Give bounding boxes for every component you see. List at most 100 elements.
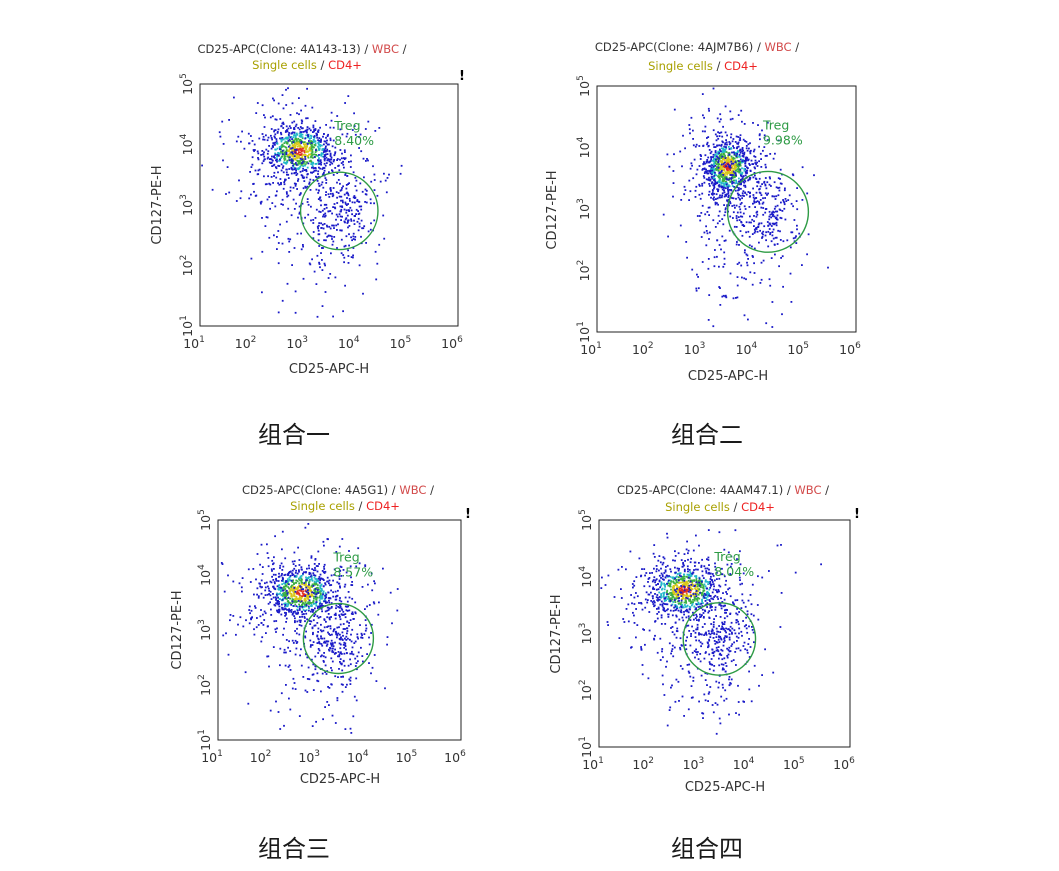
event-dot (331, 642, 334, 644)
event-dot (343, 613, 345, 616)
event-dot (688, 573, 691, 576)
event-dot (270, 176, 273, 178)
event-dot (322, 629, 325, 632)
event-dot (794, 236, 797, 239)
event-dot (722, 174, 725, 176)
event-dot (732, 145, 734, 147)
event-dot (732, 162, 735, 165)
event-dot (278, 610, 281, 612)
event-dot (694, 575, 696, 578)
event-dot (287, 207, 290, 210)
event-dot (711, 581, 714, 583)
event-dot (679, 648, 682, 651)
event-dot (318, 596, 321, 599)
event-dot (347, 262, 350, 264)
event-dot (751, 629, 754, 631)
event-dot (308, 609, 310, 612)
event-dot (299, 145, 301, 148)
event-dot (693, 561, 696, 564)
event-dot (307, 593, 310, 595)
event-dot (723, 204, 725, 206)
event-dot (761, 236, 764, 238)
event-dot (714, 594, 717, 597)
event-dot (344, 616, 347, 619)
event-dot (729, 272, 732, 275)
event-dot (301, 141, 304, 144)
event-dot (686, 594, 689, 597)
event-dot (269, 183, 272, 186)
event-dot (703, 176, 706, 179)
event-dot (272, 146, 274, 148)
event-dot (719, 154, 722, 157)
event-dot (702, 144, 705, 147)
event-dot (748, 221, 751, 224)
event-dot (282, 123, 285, 125)
event-dot (656, 608, 658, 610)
event-dot (676, 567, 679, 570)
event-dot (685, 608, 688, 611)
event-dot (300, 624, 303, 627)
event-dot (329, 273, 332, 275)
event-dot (720, 607, 723, 610)
event-dot (307, 589, 309, 591)
event-dot (324, 656, 327, 659)
event-dot (666, 153, 669, 156)
event-dot (667, 613, 669, 616)
event-dot (301, 578, 303, 581)
event-dot (724, 174, 727, 177)
event-dot (738, 163, 741, 166)
event-dot (676, 584, 678, 587)
event-dot (294, 590, 297, 593)
event-dot (762, 259, 765, 262)
event-dot (291, 600, 294, 603)
event-dot (327, 686, 329, 688)
event-dot (775, 218, 778, 221)
event-dot (273, 568, 275, 570)
event-dot (757, 181, 760, 184)
event-dot (290, 146, 293, 149)
event-dot (701, 182, 704, 185)
event-dot (323, 156, 325, 158)
event-dot (742, 149, 744, 152)
event-dot (276, 142, 279, 145)
event-dot (307, 602, 310, 605)
event-dot (727, 167, 730, 170)
event-dot (321, 223, 324, 226)
event-dot (801, 166, 804, 169)
event-dot (294, 154, 297, 156)
event-dot (712, 176, 715, 179)
event-dot (211, 188, 214, 191)
event-dot (779, 178, 781, 180)
event-dot (290, 151, 293, 154)
event-dot (736, 599, 739, 601)
event-dot (273, 587, 275, 590)
event-dot (307, 523, 310, 525)
event-dot (723, 263, 726, 265)
event-dot (312, 237, 315, 240)
event-dot (267, 625, 269, 628)
event-dot (777, 139, 780, 142)
event-dot (738, 188, 740, 191)
event-dot (352, 196, 355, 199)
event-dot (283, 594, 286, 597)
event-dot (222, 159, 224, 162)
event-dot (317, 648, 320, 650)
event-dot (305, 130, 308, 133)
event-dot (693, 599, 696, 602)
event-dot (363, 633, 366, 635)
event-dot (308, 564, 310, 567)
event-dot (702, 595, 705, 598)
event-dot (750, 159, 753, 162)
event-dot (294, 125, 297, 128)
event-dot (342, 659, 345, 662)
event-dot (343, 157, 345, 159)
event-dot (759, 152, 762, 155)
event-dot (303, 161, 306, 163)
x-tick-label: 103 (298, 749, 320, 765)
event-dot (699, 613, 701, 616)
event-dot (734, 152, 737, 154)
event-dot (340, 195, 343, 198)
event-dot (746, 157, 748, 160)
event-dot (750, 221, 752, 224)
event-dot (320, 655, 322, 658)
